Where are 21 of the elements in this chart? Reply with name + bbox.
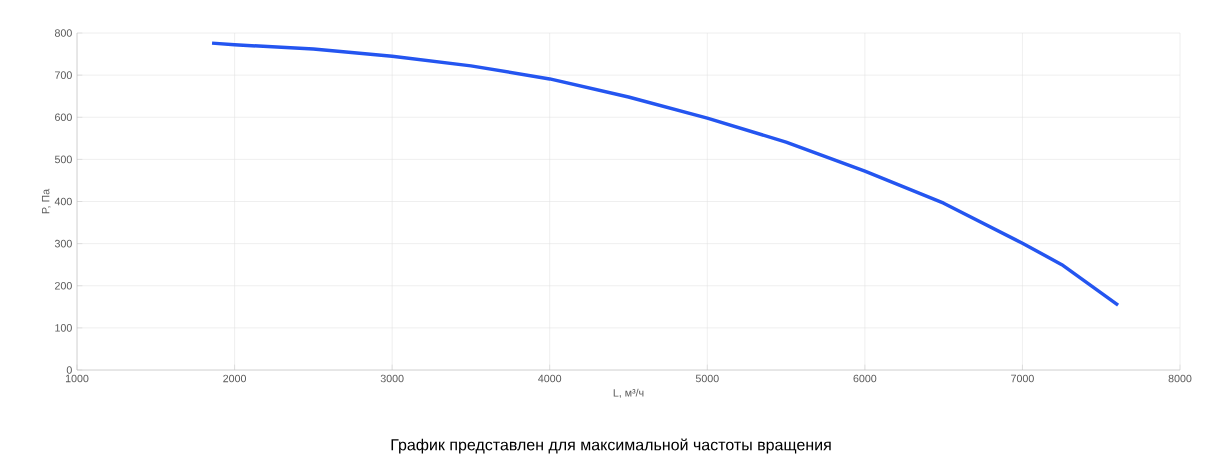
y-tick-label: 800 <box>54 29 72 37</box>
x-tick-label: 8000 <box>1168 374 1192 383</box>
y-tick-label: 100 <box>55 324 72 332</box>
y-tick-label: 500 <box>54 155 72 164</box>
y-tick-label: 400 <box>54 197 72 206</box>
x-tick-label: 1000 <box>65 374 89 383</box>
x-tick-label: 3000 <box>380 374 404 383</box>
x-tick-label: 7000 <box>1011 374 1034 383</box>
y-tick-label: 300 <box>54 239 72 248</box>
y-tick-label: 200 <box>55 281 72 290</box>
x-tick-label: 6000 <box>853 374 877 383</box>
x-tick-label: 4000 <box>538 374 562 383</box>
x-tick-label: 5000 <box>695 374 719 383</box>
text: График представлен для максимальной частоты вращения <box>391 438 831 454</box>
y-axis-title: P, Па <box>41 188 51 214</box>
y-tick-label: 600 <box>55 113 72 122</box>
y-tick-label: 700 <box>55 71 72 79</box>
x-axis-title: L, м³/ч <box>613 388 644 398</box>
y-tick-label: 0 <box>66 366 72 374</box>
x-tick-label: 2000 <box>223 374 247 383</box>
line-series <box>210 41 1120 307</box>
